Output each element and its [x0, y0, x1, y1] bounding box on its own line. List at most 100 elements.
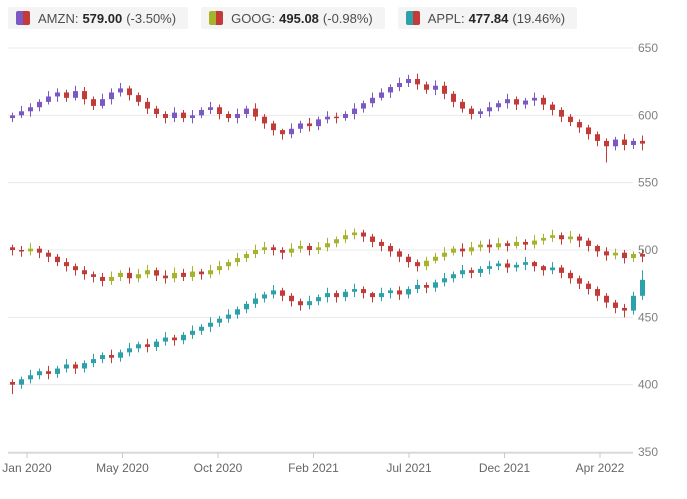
candle[interactable] — [613, 248, 618, 260]
candle[interactable] — [388, 287, 393, 299]
candle[interactable] — [172, 334, 177, 346]
candle[interactable] — [55, 365, 60, 378]
candle[interactable] — [532, 92, 537, 106]
candle[interactable] — [163, 332, 168, 346]
candle[interactable] — [595, 286, 600, 302]
candle[interactable] — [226, 259, 231, 271]
candle[interactable] — [163, 111, 168, 124]
candle[interactable] — [640, 270, 645, 300]
candle[interactable] — [73, 361, 78, 374]
candle[interactable] — [226, 309, 231, 323]
candle[interactable] — [487, 260, 492, 275]
candle[interactable] — [244, 251, 249, 263]
candle[interactable] — [613, 136, 618, 151]
candle[interactable] — [64, 258, 69, 272]
candle[interactable] — [37, 368, 42, 380]
candle[interactable] — [397, 286, 402, 300]
candle[interactable] — [352, 228, 357, 240]
candle[interactable] — [118, 83, 123, 97]
candle[interactable] — [10, 244, 15, 256]
candle[interactable] — [388, 84, 393, 98]
candle[interactable] — [307, 243, 312, 256]
candle[interactable] — [424, 256, 429, 271]
candle[interactable] — [460, 99, 465, 113]
candle[interactable] — [433, 80, 438, 96]
candle[interactable] — [208, 264, 213, 279]
candle[interactable] — [397, 248, 402, 263]
candle[interactable] — [604, 138, 609, 163]
candle[interactable] — [10, 112, 15, 123]
candle[interactable] — [541, 264, 546, 276]
candle[interactable] — [181, 332, 186, 345]
candle[interactable] — [568, 113, 573, 127]
candle[interactable] — [253, 244, 258, 259]
candle[interactable] — [577, 233, 582, 248]
candle[interactable] — [163, 270, 168, 284]
candle[interactable] — [406, 254, 411, 268]
candle[interactable] — [217, 104, 222, 120]
candle[interactable] — [28, 369, 33, 384]
candle[interactable] — [379, 239, 384, 252]
candle[interactable] — [559, 232, 564, 245]
candle[interactable] — [361, 229, 366, 242]
candle[interactable] — [586, 237, 591, 252]
candle[interactable] — [469, 105, 474, 120]
candle[interactable] — [316, 116, 321, 131]
candle[interactable] — [523, 256, 528, 271]
candle[interactable] — [586, 124, 591, 140]
candle[interactable] — [505, 240, 510, 252]
candle[interactable] — [136, 92, 141, 106]
candle[interactable] — [388, 243, 393, 257]
candle[interactable] — [370, 233, 375, 248]
candle[interactable] — [640, 250, 645, 263]
candle[interactable] — [334, 290, 339, 303]
candle[interactable] — [154, 105, 159, 119]
candle[interactable] — [127, 267, 132, 284]
legend-item-appl[interactable]: APPL: 477.84 (19.46%) — [397, 7, 578, 29]
candle[interactable] — [91, 353, 96, 368]
candle[interactable] — [550, 229, 555, 242]
candle[interactable] — [406, 74, 411, 88]
candle[interactable] — [91, 96, 96, 110]
candle[interactable] — [613, 299, 618, 314]
candle[interactable] — [550, 262, 555, 275]
candle[interactable] — [64, 89, 69, 102]
candle[interactable] — [172, 267, 177, 283]
candle[interactable] — [631, 138, 636, 149]
candle[interactable] — [451, 91, 456, 108]
candle[interactable] — [550, 101, 555, 116]
candle[interactable] — [568, 231, 573, 244]
candle[interactable] — [253, 103, 258, 121]
candle[interactable] — [469, 241, 474, 256]
candle[interactable] — [82, 266, 87, 280]
candle[interactable] — [487, 101, 492, 117]
candle[interactable] — [532, 235, 537, 249]
candle[interactable] — [577, 119, 582, 133]
candle[interactable] — [280, 128, 285, 140]
candle[interactable] — [181, 268, 186, 281]
candle[interactable] — [19, 105, 24, 119]
candle[interactable] — [442, 247, 447, 261]
candle[interactable] — [46, 91, 51, 105]
legend-item-amzn[interactable]: AMZN: 579.00 (-3.50%) — [8, 7, 189, 29]
candle[interactable] — [559, 264, 564, 279]
candle[interactable] — [568, 270, 573, 284]
series-amzn-candles[interactable] — [10, 73, 645, 163]
candle[interactable] — [424, 282, 429, 294]
candle[interactable] — [244, 105, 249, 119]
candle[interactable] — [622, 134, 627, 151]
candle[interactable] — [109, 88, 114, 105]
candle[interactable] — [406, 286, 411, 299]
candle[interactable] — [19, 245, 24, 257]
candle[interactable] — [604, 247, 609, 261]
candle[interactable] — [235, 108, 240, 124]
candle[interactable] — [127, 85, 132, 101]
candle[interactable] — [19, 376, 24, 389]
candle[interactable] — [226, 111, 231, 123]
candle[interactable] — [496, 237, 501, 250]
candle[interactable] — [190, 109, 195, 124]
candle[interactable] — [532, 260, 537, 272]
candle[interactable] — [145, 264, 150, 279]
candle[interactable] — [208, 317, 213, 333]
